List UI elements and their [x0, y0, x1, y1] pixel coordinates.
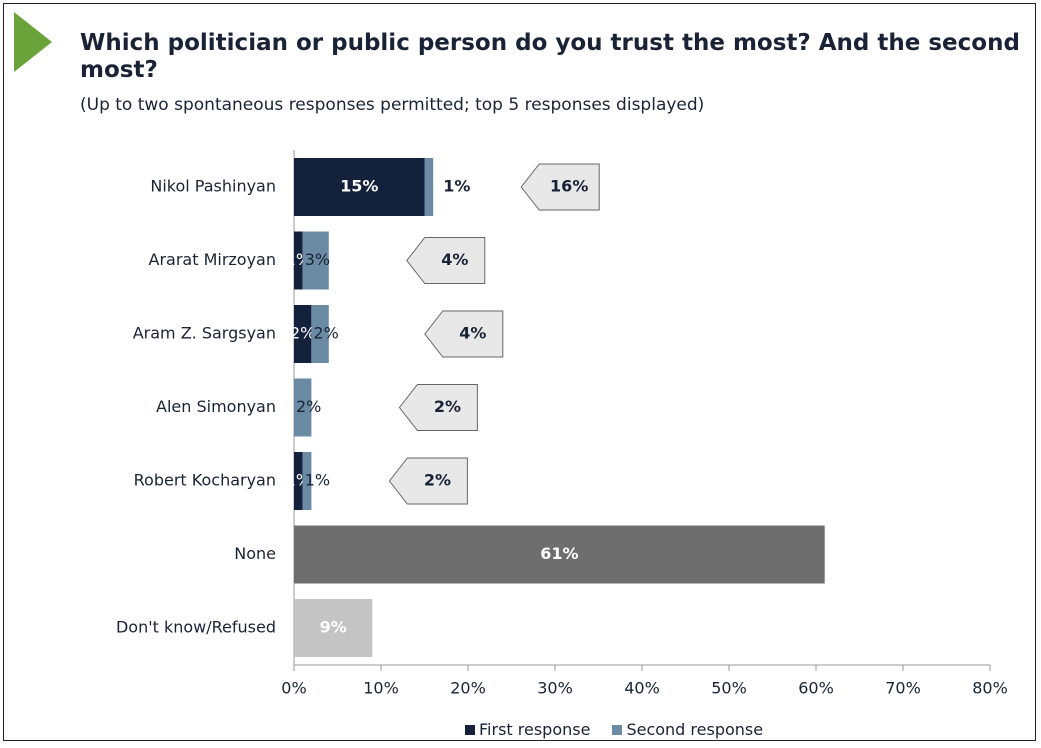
total-label: 2% — [434, 397, 461, 416]
bar-segment — [294, 599, 373, 657]
legend: First response Second response — [465, 720, 763, 739]
data-label: 1% — [443, 177, 470, 196]
x-tick-label: 10% — [363, 679, 399, 698]
legend-label-first: First response — [479, 720, 591, 739]
category-label: Aram Z. Sargsyan — [133, 324, 276, 343]
data-label: 1% — [305, 471, 330, 490]
x-tick-label: 50% — [711, 679, 747, 698]
bar-segment — [294, 378, 312, 437]
data-label: 61% — [540, 544, 578, 563]
data-label: 15% — [340, 177, 378, 196]
bar-segment — [311, 305, 329, 363]
bar-segment — [294, 452, 303, 510]
legend-label-second: Second response — [626, 720, 764, 739]
x-tick-label: 80% — [972, 679, 1008, 698]
bar-segment — [302, 452, 312, 510]
bar-segment — [302, 231, 329, 290]
data-label: 3% — [305, 250, 330, 269]
total-callout — [388, 457, 468, 505]
total-label: 2% — [424, 471, 451, 490]
category-label: Ararat Mirzoyan — [149, 250, 277, 269]
data-label: 2% — [313, 324, 338, 343]
total-callout — [424, 310, 504, 358]
bar-segment — [424, 158, 434, 216]
bar-segment — [294, 525, 825, 584]
x-tick-label: 40% — [624, 679, 660, 698]
legend-item-second: Second response — [612, 720, 763, 739]
bar-segment — [294, 305, 312, 363]
legend-swatch-first — [465, 724, 475, 735]
data-label: 9% — [320, 618, 347, 637]
x-tick-label: 60% — [798, 679, 834, 698]
x-tick-label: 0% — [281, 679, 306, 698]
legend-swatch-second — [612, 724, 623, 735]
category-label: Alen Simonyan — [156, 397, 276, 416]
x-tick-label: 30% — [537, 679, 573, 698]
category-label: None — [234, 544, 276, 563]
bar-segment — [294, 158, 425, 216]
title-arrow-icon — [14, 12, 52, 72]
category-label: Don't know/Refused — [116, 618, 276, 637]
data-label: 2% — [296, 397, 321, 416]
chart-subtitle: (Up to two spontaneous responses permitt… — [80, 95, 705, 115]
slide-frame — [3, 3, 1036, 741]
x-tick-label: 70% — [885, 679, 921, 698]
total-label: 16% — [550, 177, 588, 196]
category-label: Robert Kocharyan — [134, 471, 276, 490]
total-label: 4% — [459, 324, 486, 343]
total-callout — [406, 237, 486, 284]
legend-item-first: First response — [465, 720, 590, 739]
total-callout — [398, 384, 478, 431]
total-callout — [520, 163, 600, 211]
total-label: 4% — [441, 250, 468, 269]
chart-title: Which politician or public person do you… — [80, 30, 1020, 83]
data-label: 2% — [290, 324, 315, 343]
x-tick-label: 20% — [450, 679, 486, 698]
bar-segment — [294, 231, 303, 290]
category-label: Nikol Pashinyan — [150, 177, 276, 196]
